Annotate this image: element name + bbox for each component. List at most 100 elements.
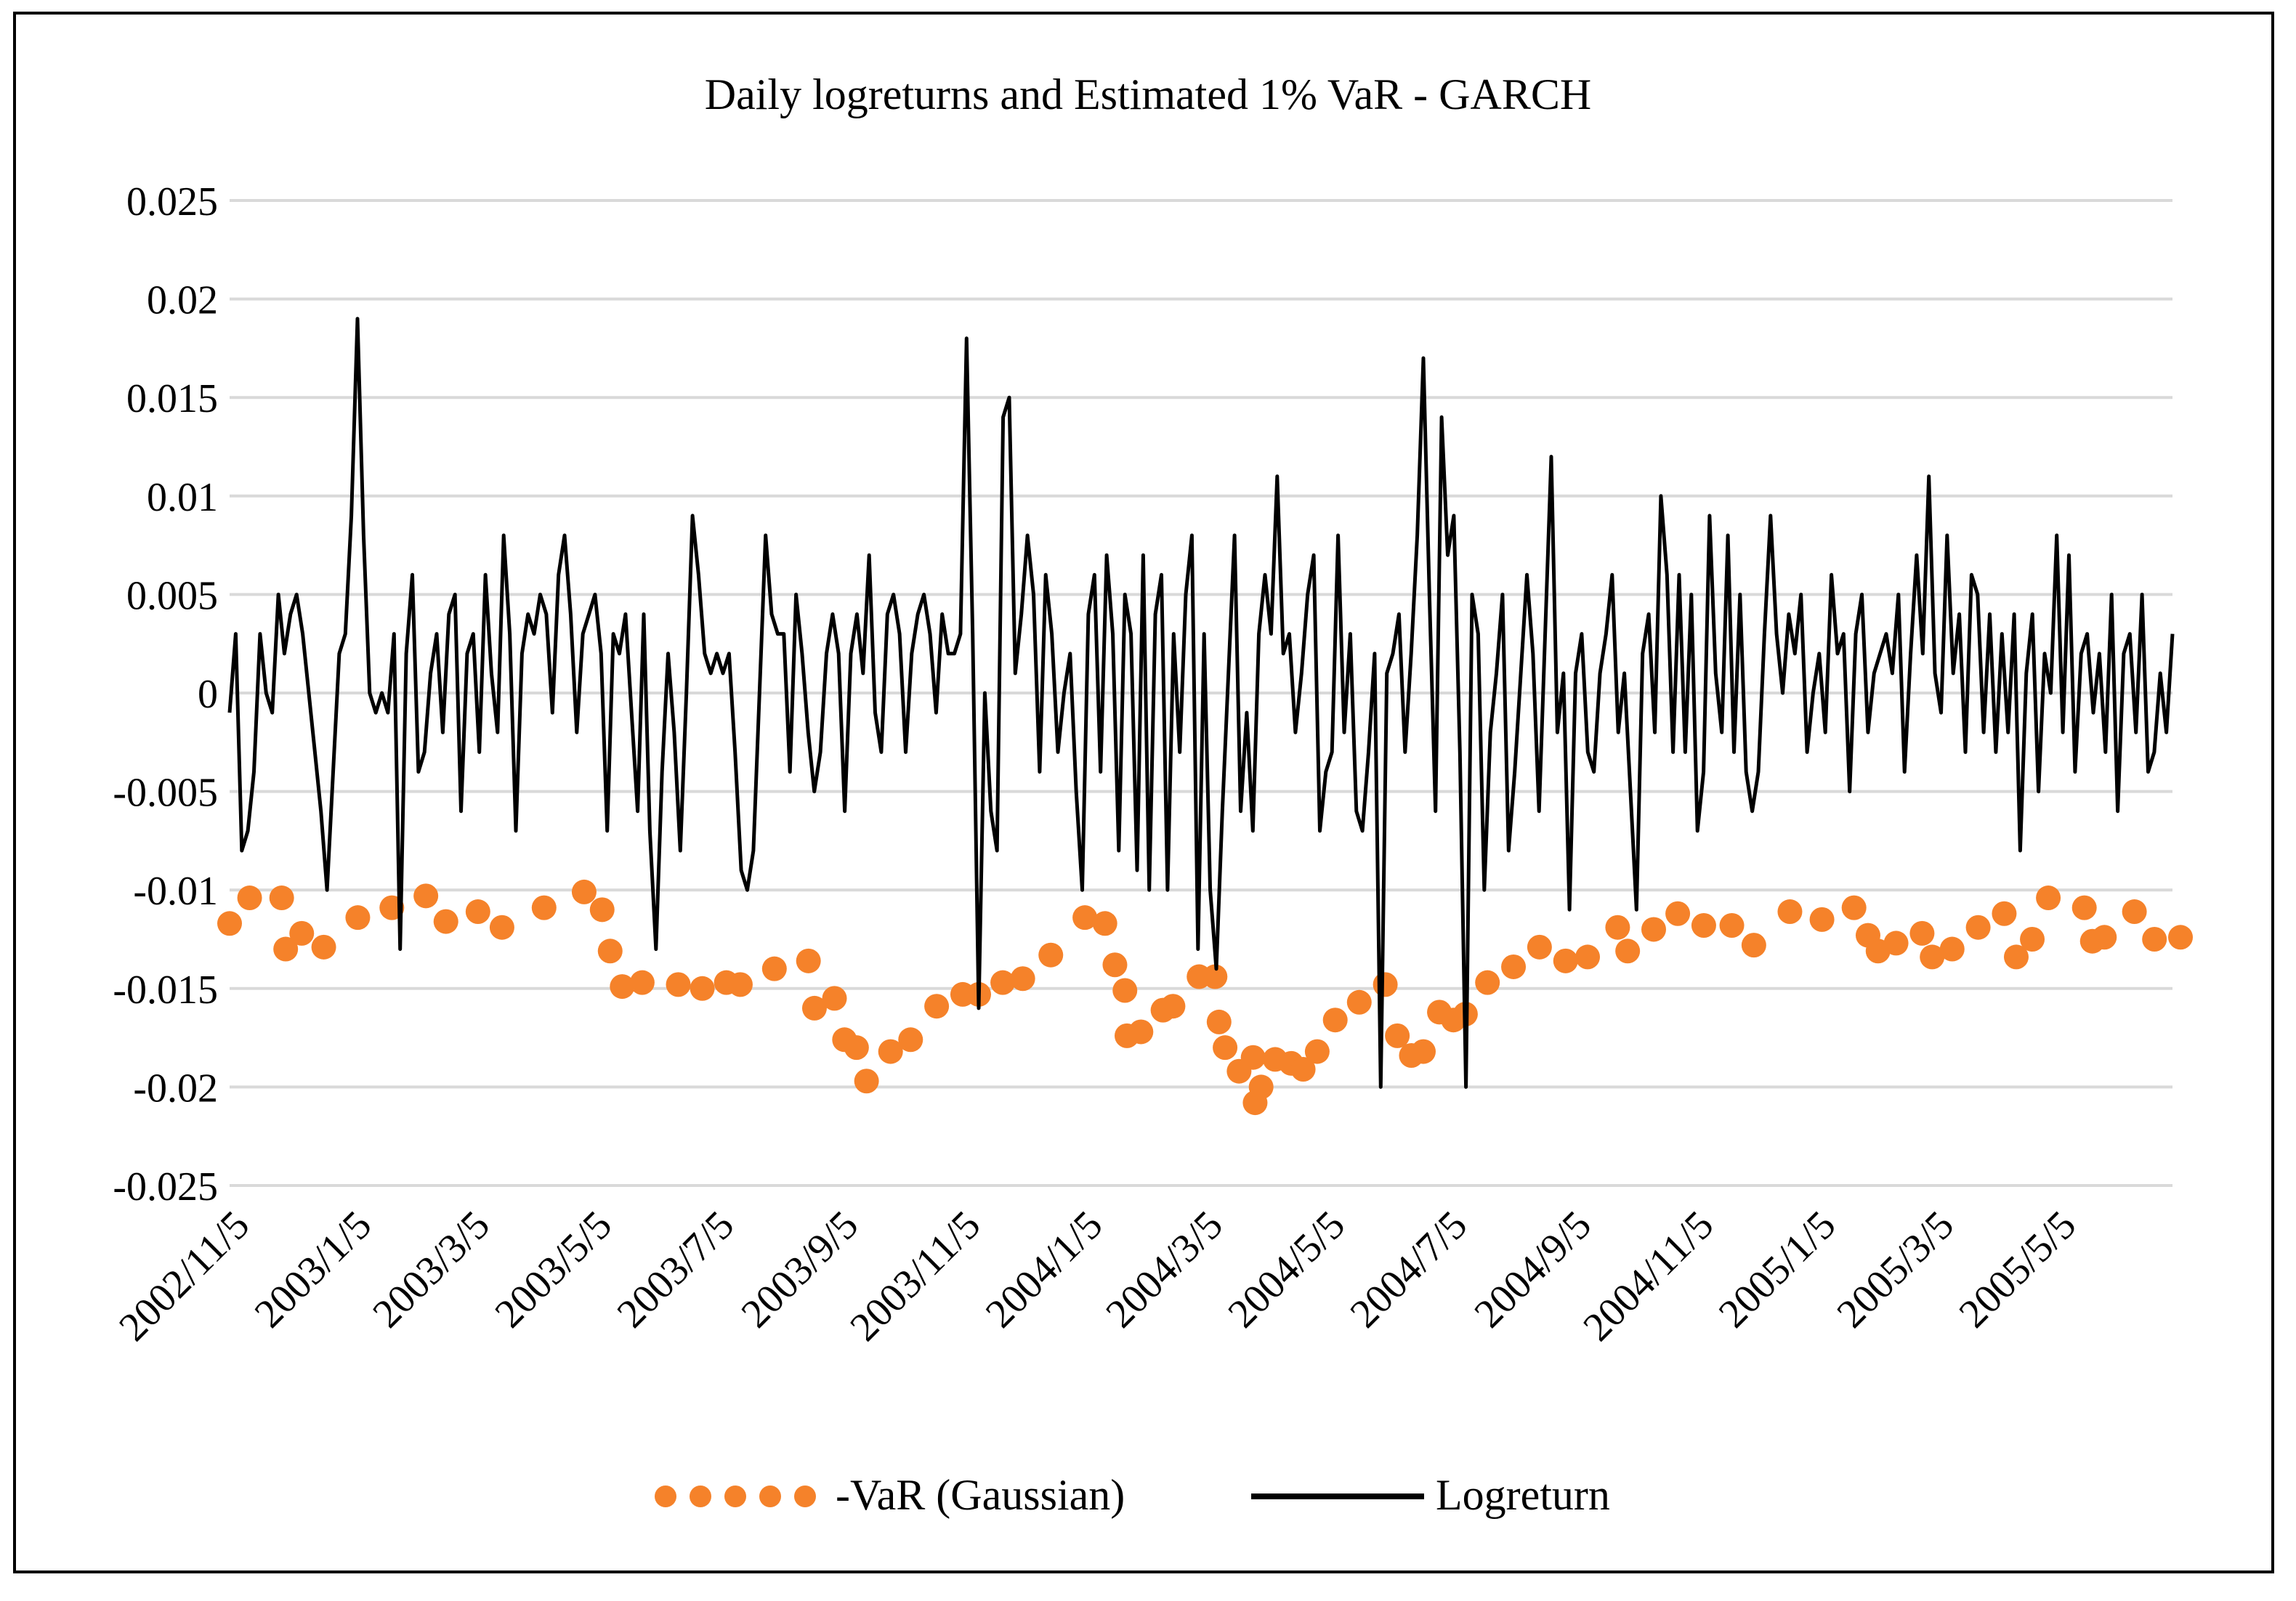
y-tick-label: 0 — [198, 672, 218, 717]
legend-var-swatch — [655, 1486, 816, 1507]
y-axis-ticks: 0.025 0.02 0.015 0.01 0.005 0 -0.005 -0.01 -0.01… — [113, 179, 218, 1209]
legend-var-dot — [794, 1486, 816, 1507]
x-tick-label: 2003/3/5 — [364, 1202, 498, 1337]
var-dot — [990, 970, 1016, 995]
x-tick-label: 2003/7/5 — [609, 1202, 743, 1337]
var-dot — [1691, 913, 1716, 939]
var-dot — [924, 994, 950, 1019]
x-tick-label: 2005/5/5 — [1951, 1202, 2085, 1337]
legend-logreturn-label: Logreturn — [1436, 1471, 1610, 1519]
var-dot — [878, 1039, 903, 1064]
var-dot — [1719, 913, 1745, 939]
var-dot — [1322, 1008, 1348, 1033]
var-dot — [727, 972, 753, 997]
var-dot — [1410, 1039, 1436, 1064]
x-tick-label: 2003/5/5 — [487, 1202, 621, 1337]
x-tick-label: 2003/11/5 — [841, 1202, 989, 1350]
y-tick-label: 0.025 — [126, 179, 218, 224]
legend-var-dot — [759, 1486, 781, 1507]
var-dot — [1038, 942, 1064, 968]
var-dot — [1741, 933, 1766, 958]
y-tick-label: 0.015 — [126, 376, 218, 421]
var-dot — [1102, 952, 1128, 978]
var-dot — [413, 883, 439, 909]
var-dot — [1615, 939, 1641, 964]
var-dot — [489, 915, 514, 940]
var-dot — [2122, 899, 2147, 925]
var-dot — [1883, 931, 1909, 956]
var-dot — [1965, 915, 1991, 940]
var-dot — [1841, 895, 1867, 920]
var-dot — [1128, 1019, 1154, 1045]
var-dot — [1527, 934, 1552, 960]
legend: -VaR (Gaussian) Logreturn — [655, 1471, 1610, 1519]
x-tick-label: 2003/1/5 — [246, 1202, 381, 1337]
var-dot — [597, 939, 623, 964]
x-tick-label: 2004/3/5 — [1097, 1202, 1232, 1337]
var-dot — [269, 885, 294, 911]
var-dot — [2071, 895, 2097, 920]
var-dot — [1992, 901, 2017, 926]
logreturn-series — [227, 317, 2175, 1089]
legend-var-dot — [655, 1486, 676, 1507]
var-dot — [589, 897, 615, 923]
var-dot — [1160, 994, 1186, 1019]
var-dot — [273, 936, 299, 962]
var-dot — [822, 986, 847, 1011]
var-dot — [2036, 885, 2061, 911]
x-tick-label: 2004/7/5 — [1342, 1202, 1476, 1337]
var-dot — [1290, 1056, 1316, 1082]
legend-var-label: -VaR (Gaussian) — [836, 1471, 1125, 1519]
var-dot — [761, 956, 787, 981]
var-dot — [1112, 978, 1138, 1003]
chart-title: Daily logreturns and Estimated 1% VaR - … — [705, 70, 1591, 118]
var-dot — [1010, 966, 1035, 992]
var-dot — [2020, 927, 2045, 952]
var-dot — [1939, 936, 1965, 962]
var-dot — [690, 976, 715, 1001]
y-tick-label: 0.02 — [147, 278, 218, 323]
var-dot — [1202, 964, 1228, 989]
x-axis-ticks: 2002/11/52003/1/52003/3/52003/5/52003/7/… — [110, 1202, 2085, 1350]
var-dot — [1475, 970, 1500, 995]
var-dot — [433, 909, 458, 934]
y-tick-label: -0.025 — [113, 1164, 218, 1209]
y-tick-label: -0.015 — [113, 968, 218, 1013]
var-dot — [2142, 927, 2167, 952]
var-dot — [311, 934, 336, 960]
var-dot — [610, 974, 635, 1000]
var-dot — [1213, 1035, 1238, 1061]
var-dot — [2003, 944, 2029, 970]
var-dot — [1385, 1023, 1410, 1048]
var-dot — [1206, 1009, 1232, 1034]
y-tick-label: 0.005 — [126, 573, 218, 618]
var-dot — [531, 895, 557, 920]
var-dot — [1665, 901, 1691, 926]
var-dot — [465, 899, 490, 925]
x-tick-label: 2005/3/5 — [1829, 1202, 1963, 1337]
var-dot — [1575, 944, 1601, 970]
var-dot — [1304, 1039, 1330, 1064]
var-dot — [2092, 925, 2117, 950]
logreturn-line — [227, 317, 2175, 1089]
var-dot — [1553, 948, 1578, 973]
var-dot — [801, 995, 827, 1021]
var-dot — [629, 970, 655, 995]
var-dot — [2168, 925, 2194, 950]
var-dot — [1373, 972, 1398, 997]
x-tick-label: 2004/5/5 — [1219, 1202, 1354, 1337]
var-series — [217, 879, 2194, 1116]
var-dot — [345, 905, 371, 931]
var-dot — [1809, 907, 1835, 932]
var-dot — [1909, 920, 1935, 946]
var-dot — [1920, 944, 1945, 970]
var-dot — [217, 911, 242, 936]
legend-var-dot — [724, 1486, 746, 1507]
legend-var-dot — [690, 1486, 711, 1507]
x-tick-label: 2004/11/5 — [1575, 1202, 1722, 1350]
x-tick-label: 2002/11/5 — [110, 1202, 258, 1350]
var-dot — [1248, 1074, 1274, 1100]
var-dot — [666, 972, 691, 997]
var-dot — [571, 879, 597, 904]
